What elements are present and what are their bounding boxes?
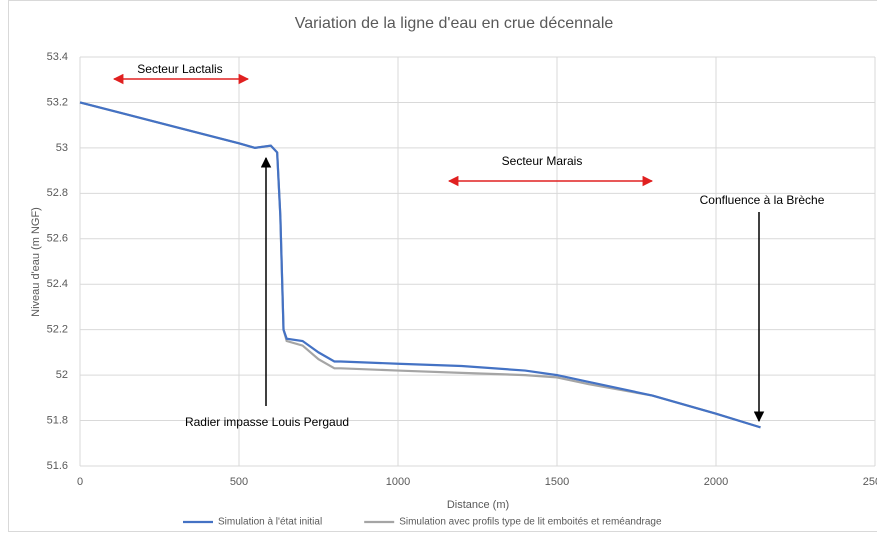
x-tick-label: 500	[230, 476, 248, 488]
y-tick-label: 52	[56, 369, 68, 381]
y-tick-label: 51.6	[47, 460, 68, 472]
series-line	[79, 101, 761, 429]
annotation: Secteur Lactalis	[137, 62, 222, 76]
y-tick-label: 52.4	[47, 278, 68, 290]
series-line	[79, 101, 761, 429]
x-tick-label: 0	[77, 476, 83, 488]
y-tick-label: 53.2	[47, 96, 68, 108]
x-tick-label: 1500	[545, 476, 569, 488]
x-tick-label: 2000	[704, 476, 728, 488]
annotation: Secteur Marais	[502, 154, 583, 168]
y-tick-label: 52.2	[47, 324, 68, 336]
chart-title: Variation de la ligne d'eau en crue déce…	[295, 15, 614, 32]
y-tick-label: 53.4	[47, 51, 68, 63]
y-tick-label: 52.8	[47, 187, 68, 199]
y-axis-label: Niveau d'eau (m NGF)	[30, 207, 42, 317]
annotation: Radier impasse Louis Pergaud	[185, 415, 349, 429]
y-tick-label: 51.8	[47, 414, 68, 426]
x-axis-label: Distance (m)	[447, 499, 509, 511]
chart-frame	[8, 0, 877, 532]
x-tick-label: 2500	[863, 476, 877, 488]
legend-label: Simulation avec profils type de lit embo…	[399, 517, 662, 528]
x-tick-label: 1000	[386, 476, 410, 488]
y-tick-label: 52.6	[47, 233, 68, 245]
legend-label: Simulation à l'état initial	[218, 517, 322, 528]
y-tick-label: 53	[56, 142, 68, 154]
annotation: Confluence à la Brèche	[700, 193, 825, 207]
